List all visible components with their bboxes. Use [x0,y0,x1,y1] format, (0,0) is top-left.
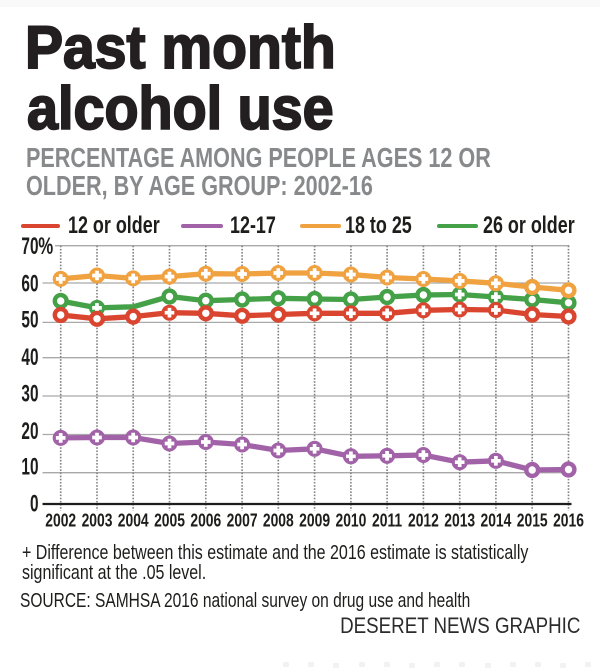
svg-text:0: 0 [30,491,39,517]
svg-text:70: 70 [21,234,38,260]
svg-text:2004: 2004 [118,511,149,531]
svg-text:2002: 2002 [45,511,76,531]
svg-text:2003: 2003 [82,511,113,531]
svg-text:2007: 2007 [227,511,258,531]
svg-text:2008: 2008 [263,511,294,531]
svg-text:60: 60 [21,271,38,297]
svg-text:%: % [38,233,53,260]
svg-text:2013: 2013 [444,511,475,531]
svg-text:30: 30 [21,381,38,407]
svg-text:2011: 2011 [372,511,402,531]
svg-text:40: 40 [21,345,38,371]
svg-text:10: 10 [21,454,38,480]
svg-text:2006: 2006 [190,511,221,531]
svg-text:2009: 2009 [299,511,330,531]
svg-text:2012: 2012 [408,511,439,531]
svg-text:2014: 2014 [480,511,511,531]
svg-text:50: 50 [21,307,38,333]
svg-text:2010: 2010 [335,511,366,531]
svg-text:20: 20 [21,419,38,445]
svg-text:2005: 2005 [154,511,185,531]
svg-text:2015: 2015 [517,511,548,531]
svg-text:2016: 2016 [553,511,584,531]
